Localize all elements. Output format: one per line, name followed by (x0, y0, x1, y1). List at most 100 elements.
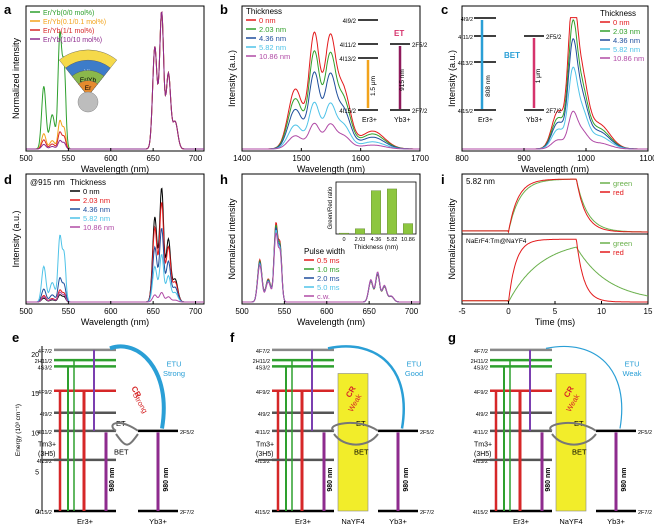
x-axis-label: Time (ms) (535, 317, 575, 327)
energy-tick-label: 15 (31, 391, 39, 398)
shell-layer (78, 80, 98, 97)
legend-entry: 0 nm (259, 16, 276, 25)
legend-entry: 10.86 nm (613, 54, 644, 63)
level-label: 4F9/2 (256, 390, 270, 396)
etu-arrow (545, 345, 623, 429)
ion-label: Er3+ (513, 517, 530, 526)
legend-entry: Er/Yb(1/1 mol%) (43, 28, 94, 35)
et-label: ET (394, 29, 404, 38)
annotation-text: NaErF4:Tm@NaYF4 (466, 238, 527, 245)
legend-entry: 4.36 nm (613, 36, 640, 45)
series-line (242, 232, 420, 303)
y-axis-label: Normalized intensity (11, 37, 21, 119)
x-tick-label: 700 (405, 307, 419, 316)
level-label: 4I11/2 (458, 35, 473, 41)
x-tick-label: 0 (506, 307, 511, 316)
x-tick-label: 1700 (411, 154, 429, 163)
level-label: 4I11/2 (340, 43, 357, 49)
pump-label: 980 nm (621, 468, 628, 492)
legend-entry: 5.82 nm (259, 43, 286, 52)
axes-frame (25, 5, 205, 152)
legend-entry: 4.36 nm (259, 34, 286, 43)
level-label: 4F7/2 (474, 349, 488, 355)
ion-label: Er3+ (295, 517, 312, 526)
shell-label: Er (85, 85, 92, 92)
etu-strength: Good (405, 369, 423, 378)
level-label: 4I13/2 (473, 459, 488, 465)
bet-label: BET (354, 447, 369, 456)
x-tick-label: 900 (517, 154, 531, 163)
series-line (26, 201, 204, 303)
bet-arrow (333, 433, 379, 446)
x-tick-label: 550 (62, 154, 76, 163)
level-label: 2F5/2 (546, 35, 562, 41)
legend-title: Pulse width (304, 247, 345, 256)
particle-sphere (77, 91, 99, 113)
bet-label: BET (572, 447, 587, 456)
ion-label: Yb3+ (149, 517, 167, 526)
panel-e: e 0 5 10 15 20 Energy (10³ cm⁻¹) 4F7/2 2H11/24S3… (12, 330, 194, 526)
level-label: 4I9/2 (40, 412, 52, 418)
etu-strength: Weak (622, 369, 641, 378)
level-label: 4I9/2 (476, 412, 488, 418)
bet-arrow (115, 433, 139, 446)
bar (387, 188, 398, 235)
x-axis-label: Wavelength (nm) (81, 317, 149, 327)
ion-label: Er3+ (362, 117, 377, 124)
level-label: 4I15/2 (255, 510, 270, 516)
axes-frame (241, 173, 421, 305)
level-label: 4I9/2 (343, 19, 357, 25)
tm-label: Tm3+ (38, 442, 56, 449)
series-line (26, 11, 204, 150)
level-label: 2F5/2 (180, 430, 194, 436)
y-axis-label: Intensity (a.u.) (11, 210, 21, 267)
level-label: 2F7/2 (412, 109, 428, 115)
inset-xlabel: Thickness (nm) (354, 244, 398, 251)
x-tick-label: 500 (235, 307, 249, 316)
legend-entry: green (613, 239, 632, 248)
pump-label: 980 nm (545, 468, 552, 492)
tm-level: (3H5) (256, 451, 274, 458)
x-axis-label: Wavelength (nm) (297, 164, 365, 174)
level-label: 4F9/2 (474, 390, 488, 396)
x-tick-label: 600 (104, 154, 118, 163)
x-tick-label: 1000 (577, 154, 595, 163)
panel-letter: i (441, 172, 445, 187)
level-label: 4I11/2 (37, 430, 52, 436)
panel-letter: h (220, 172, 228, 187)
legend-entry: 1.0 ms (317, 265, 340, 274)
ion-label: Yb3+ (526, 117, 543, 124)
emission-label: 1.5 μm (370, 76, 377, 96)
x-tick-label: 1500 (292, 154, 310, 163)
y-axis-label: Normalized intensity (227, 198, 237, 280)
level-label: 2F5/2 (412, 43, 428, 49)
tm-label: Tm3+ (256, 442, 274, 449)
level-label: 4S3/2 (256, 365, 270, 371)
energy-tick-label: 20 (31, 352, 39, 359)
legend-entry: green (613, 179, 632, 188)
legend-entry: 0.5 ms (317, 256, 340, 265)
bar (371, 190, 382, 235)
level-label: 4F9/2 (38, 390, 52, 396)
x-tick-label: 800 (455, 154, 469, 163)
level-label: 4I15/2 (473, 510, 488, 516)
legend-entry: Er/Yb(10/10 mol%) (43, 37, 102, 44)
etu-arrow (327, 345, 405, 429)
series-line (26, 227, 204, 303)
level-label: 2F7/2 (420, 510, 434, 516)
y-axis-label: Intensity (a.u.) (227, 50, 237, 107)
panel-a: a 500 550 600 650 700 Wavelength (nm) Normalize… (4, 2, 205, 174)
energy-tick-label: 5 (35, 470, 39, 477)
level-label: 2F7/2 (638, 510, 652, 516)
level-label: 4I15/2 (458, 109, 473, 115)
series-line (242, 50, 420, 150)
bar (403, 223, 414, 235)
etu-label: ETU (167, 359, 182, 368)
x-tick-label: 10 (597, 307, 606, 316)
legend-entry: 2.0 ms (317, 274, 340, 283)
panel-letter: e (12, 330, 19, 345)
level-label: 4I15/2 (339, 109, 356, 115)
legend-entry: red (613, 188, 624, 197)
etu-label: ETU (407, 359, 422, 368)
x-tick-label: 700 (189, 154, 203, 163)
